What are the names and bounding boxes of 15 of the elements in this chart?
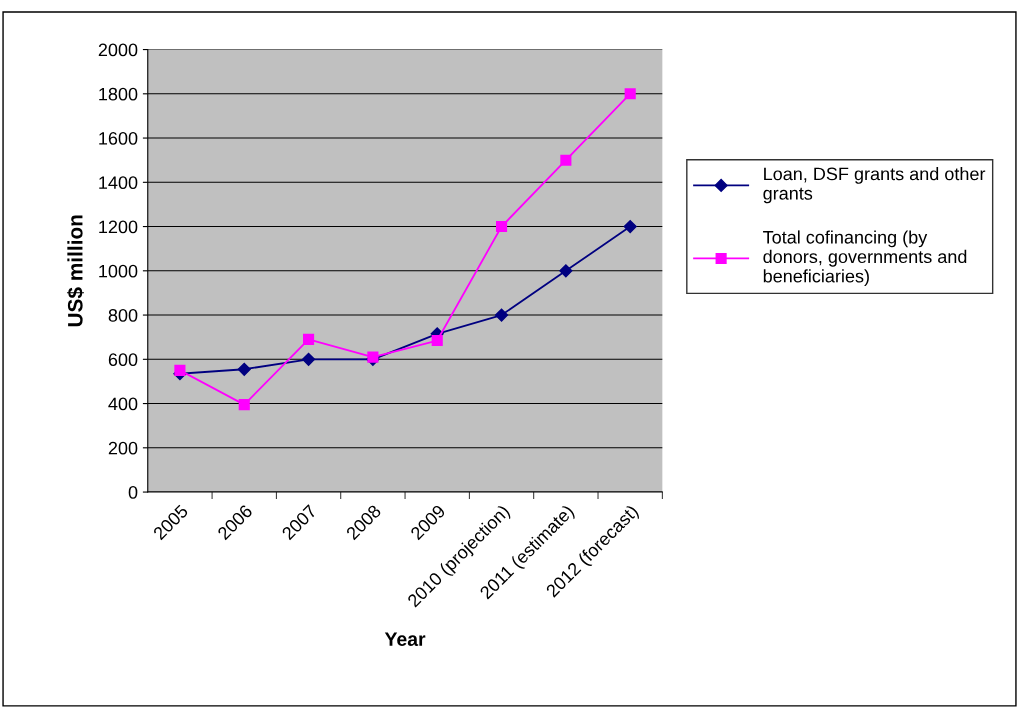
y-tick-label: 400 [108,397,138,411]
legend-label: Loan, DSF grants and other grants [763,167,986,204]
legend-label: Total cofinancing (by donors, governments and beneficiaries) [763,230,967,287]
y-tick-label: 1000 [99,264,138,278]
y-axis-title: US$ million [66,215,84,327]
y-tick-label: 2000 [98,43,138,57]
y-tick-label: 600 [108,353,138,367]
y-tick-label: 200 [108,441,138,455]
x-axis-title: Year [384,632,426,646]
y-tick-label: 800 [108,308,138,322]
y-tick-label: 0 [128,485,138,499]
y-tick-label: 1200 [99,220,138,234]
y-tick-label: 1400 [99,176,138,190]
y-tick-label: 1800 [99,87,138,101]
y-tick-label: 1600 [99,131,138,145]
